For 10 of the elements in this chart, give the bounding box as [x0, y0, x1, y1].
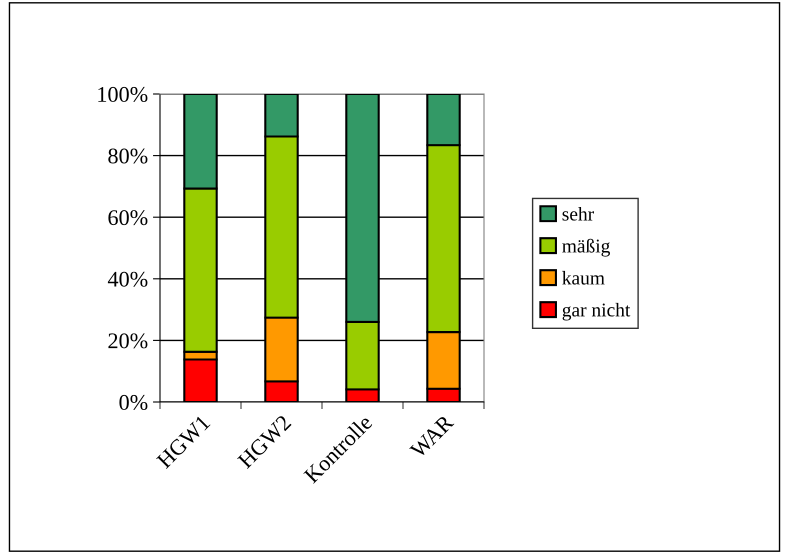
legend-label: mäßig — [562, 238, 610, 257]
y-tick-label: 60% — [108, 210, 148, 226]
y-tick-label: 20% — [108, 333, 148, 348]
y-tick-label: 0% — [119, 394, 148, 410]
y-tick-label: 40% — [108, 272, 148, 287]
legend-label: gar nicht — [562, 302, 630, 321]
legend-label: kaum — [562, 270, 605, 285]
legend-label: sehr — [562, 206, 594, 221]
y-tick-label: 100% — [98, 86, 148, 102]
y-tick-label: 80% — [108, 148, 148, 164]
